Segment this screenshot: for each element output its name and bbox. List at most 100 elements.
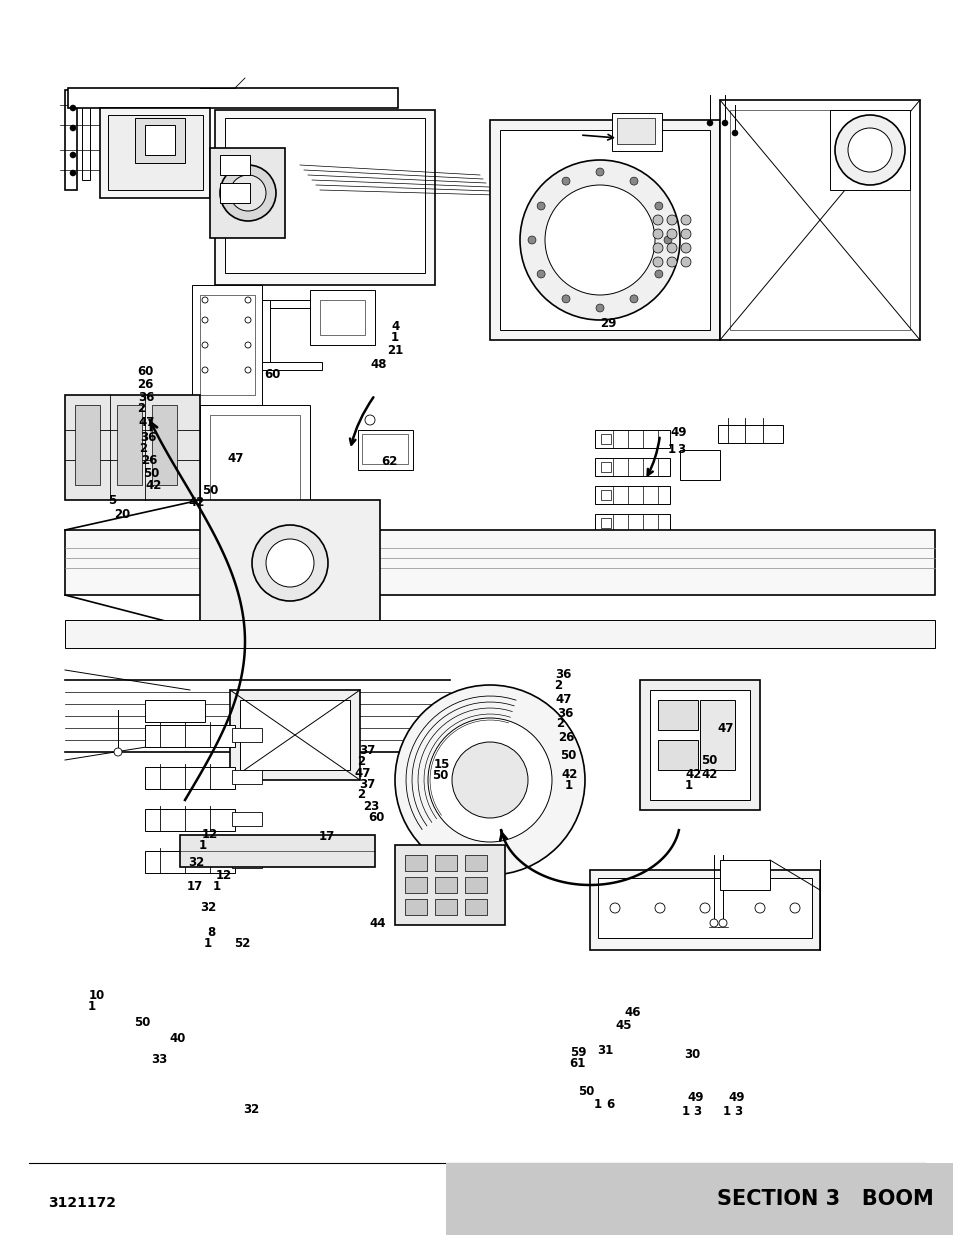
Bar bbox=[595, 514, 669, 532]
Text: 3: 3 bbox=[693, 1105, 701, 1118]
Bar bbox=[589, 869, 820, 950]
Bar bbox=[718, 425, 782, 443]
Text: 47: 47 bbox=[138, 416, 154, 429]
Text: 60: 60 bbox=[137, 366, 153, 378]
Circle shape bbox=[395, 685, 584, 876]
Text: 17: 17 bbox=[187, 881, 203, 893]
Text: 1: 1 bbox=[198, 840, 207, 852]
Text: 23: 23 bbox=[363, 800, 379, 813]
Bar bbox=[435, 877, 456, 893]
Text: 37: 37 bbox=[358, 778, 375, 790]
Bar bbox=[68, 88, 397, 107]
Bar bbox=[145, 725, 234, 747]
Circle shape bbox=[700, 903, 709, 913]
Text: 42: 42 bbox=[561, 768, 578, 781]
Text: 49: 49 bbox=[687, 1092, 703, 1104]
Circle shape bbox=[519, 161, 679, 320]
Text: 42: 42 bbox=[684, 768, 700, 781]
Circle shape bbox=[655, 903, 664, 913]
Text: 10: 10 bbox=[89, 989, 105, 1002]
Bar bbox=[490, 120, 720, 340]
Text: 21: 21 bbox=[387, 345, 403, 357]
Text: 36: 36 bbox=[557, 708, 573, 720]
Text: 2: 2 bbox=[137, 403, 146, 415]
Text: 49: 49 bbox=[670, 426, 686, 438]
Circle shape bbox=[789, 903, 800, 913]
Circle shape bbox=[537, 270, 544, 278]
Bar bbox=[446, 1162, 953, 1235]
Bar bbox=[464, 855, 486, 871]
Bar bbox=[700, 700, 734, 769]
Text: 62: 62 bbox=[381, 456, 397, 468]
Circle shape bbox=[706, 120, 712, 126]
Circle shape bbox=[70, 170, 76, 177]
Text: 29: 29 bbox=[599, 317, 616, 330]
Bar bbox=[464, 877, 486, 893]
Bar bbox=[230, 690, 359, 781]
Text: 60: 60 bbox=[368, 811, 384, 824]
Circle shape bbox=[70, 125, 76, 131]
Circle shape bbox=[561, 295, 569, 303]
Text: 4: 4 bbox=[391, 320, 399, 332]
Bar bbox=[232, 727, 262, 742]
Bar bbox=[232, 811, 262, 826]
Circle shape bbox=[629, 295, 638, 303]
Text: 52: 52 bbox=[233, 937, 250, 950]
Text: 20: 20 bbox=[114, 509, 131, 521]
Bar bbox=[649, 690, 749, 800]
Text: 15: 15 bbox=[434, 758, 450, 771]
Circle shape bbox=[666, 243, 677, 253]
Text: 47: 47 bbox=[555, 693, 571, 705]
Circle shape bbox=[663, 236, 671, 245]
Circle shape bbox=[731, 130, 738, 136]
Text: 3: 3 bbox=[734, 1105, 742, 1118]
Text: 50: 50 bbox=[202, 484, 218, 496]
Text: 2: 2 bbox=[356, 756, 365, 768]
Text: 47: 47 bbox=[355, 767, 371, 779]
Bar bbox=[395, 845, 504, 925]
Text: 49: 49 bbox=[728, 1092, 744, 1104]
Text: 50: 50 bbox=[578, 1086, 594, 1098]
Bar bbox=[200, 415, 214, 430]
Text: 1: 1 bbox=[593, 1098, 601, 1110]
Circle shape bbox=[721, 120, 727, 126]
Text: 45: 45 bbox=[615, 1019, 631, 1031]
Bar bbox=[679, 450, 720, 480]
Circle shape bbox=[230, 175, 266, 211]
Circle shape bbox=[654, 270, 662, 278]
Circle shape bbox=[652, 228, 662, 240]
Bar bbox=[595, 430, 669, 448]
Text: 36: 36 bbox=[138, 391, 154, 404]
Circle shape bbox=[245, 317, 251, 324]
Text: 1: 1 bbox=[681, 1105, 690, 1118]
Text: 42: 42 bbox=[145, 479, 161, 492]
Text: 8: 8 bbox=[207, 926, 215, 939]
Text: 47: 47 bbox=[227, 452, 243, 464]
Text: 2: 2 bbox=[356, 788, 365, 800]
Bar bbox=[720, 100, 919, 340]
Bar bbox=[200, 295, 254, 395]
Bar bbox=[405, 855, 427, 871]
Circle shape bbox=[220, 165, 275, 221]
Text: 1: 1 bbox=[213, 881, 221, 893]
Bar bbox=[152, 405, 177, 485]
Circle shape bbox=[666, 257, 677, 267]
Text: 1: 1 bbox=[722, 1105, 731, 1118]
Bar bbox=[600, 517, 610, 529]
Bar bbox=[200, 405, 310, 525]
Bar bbox=[435, 855, 456, 871]
Text: 48: 48 bbox=[370, 358, 386, 370]
Circle shape bbox=[113, 748, 122, 756]
Bar bbox=[595, 458, 669, 475]
Circle shape bbox=[202, 367, 208, 373]
Text: 1: 1 bbox=[667, 443, 676, 456]
Text: 50: 50 bbox=[143, 467, 159, 479]
Bar bbox=[192, 285, 262, 405]
Circle shape bbox=[266, 538, 314, 587]
Circle shape bbox=[754, 903, 764, 913]
Circle shape bbox=[666, 215, 677, 225]
Circle shape bbox=[680, 215, 690, 225]
Text: 30: 30 bbox=[683, 1049, 700, 1061]
Text: 6: 6 bbox=[606, 1098, 615, 1110]
Bar bbox=[65, 530, 934, 595]
